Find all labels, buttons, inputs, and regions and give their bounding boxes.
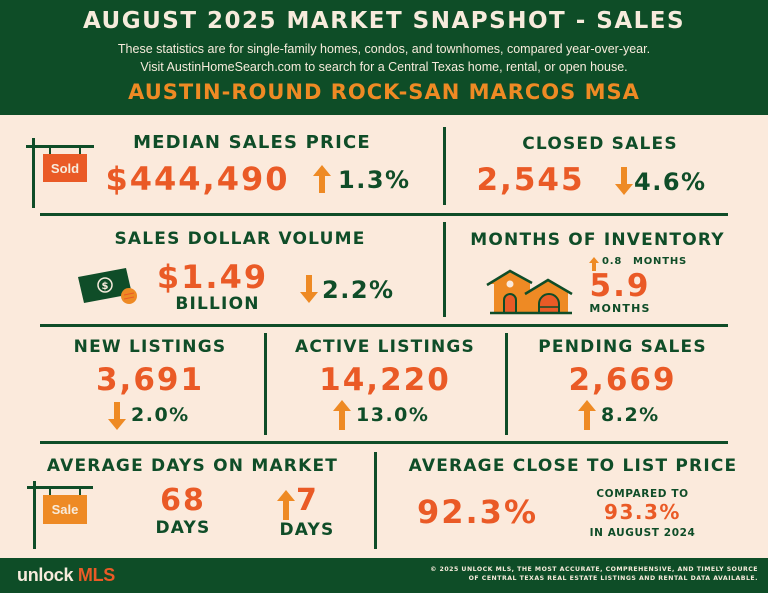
pending-sales-value: 2,669: [568, 362, 677, 398]
arrow-up-icon: [333, 400, 351, 430]
divider-row3: [40, 441, 728, 444]
active-listings-value: 14,220: [319, 362, 451, 398]
divider-row2: [40, 324, 728, 327]
active-listings-change: 13.0%: [356, 404, 430, 426]
subtitle-line-2: Visit AustinHomeSearch.com to search for…: [140, 60, 628, 74]
sale-sign-icon: [27, 481, 93, 549]
active-listings-label: ACTIVE LISTINGS: [295, 337, 475, 357]
median-sales-price-label: MEDIAN SALES PRICE: [133, 132, 371, 153]
median-sales-price-change: 1.3%: [338, 166, 411, 194]
median-sales-price-value: $444,490: [105, 160, 290, 198]
average-close-to-list-value: 92.3%: [416, 493, 538, 531]
logo-word-unlock: unlock: [17, 565, 74, 585]
sales-dollar-volume-label: SALES DOLLAR VOLUME: [114, 229, 366, 249]
compared-value: 93.3%: [604, 500, 681, 524]
closed-sales-change: 4.6%: [634, 168, 707, 196]
arrow-up-icon: [313, 165, 331, 193]
unlock-mls-logo: unlock MLS: [17, 565, 115, 586]
divider-col-row2: [443, 222, 446, 317]
copyright-text: © 2025 UNLOCK MLS, THE MOST ACCURATE, CO…: [430, 565, 758, 583]
new-listings-change: 2.0%: [131, 404, 190, 426]
average-days-on-market-change-unit: DAYS: [279, 520, 335, 540]
sales-dollar-volume-value: $1.49: [156, 258, 269, 296]
logo-word-mls: MLS: [77, 565, 116, 585]
arrow-down-icon: [615, 167, 633, 195]
closed-sales-label: CLOSED SALES: [522, 134, 678, 154]
average-days-on-market-label: AVERAGE DAYS ON MARKET: [46, 456, 339, 476]
arrow-up-icon: [277, 490, 295, 520]
arrow-down-icon: [300, 275, 318, 303]
copyright-line-2: OF CENTRAL TEXAS REAL ESTATE LISTINGS AN…: [468, 575, 758, 582]
average-days-on-market-unit: DAYS: [155, 518, 211, 538]
divider-col-row3a: [264, 333, 267, 435]
sale-sign-text: Sale: [51, 502, 79, 517]
divider-row1: [40, 213, 728, 216]
divider-col-row1: [443, 127, 446, 205]
months-of-inventory-change-unit: MONTHS: [633, 256, 688, 267]
svg-text:$: $: [102, 281, 109, 292]
house-icon: [486, 269, 573, 315]
months-of-inventory-label: MONTHS OF INVENTORY: [470, 230, 725, 250]
divider-col-row3b: [505, 333, 508, 435]
sales-dollar-volume-change: 2.2%: [322, 276, 395, 304]
subtitle-line-1: These statistics are for single-family h…: [117, 42, 651, 56]
money-icon: $: [78, 268, 137, 304]
months-of-inventory-value: 5.9: [589, 268, 651, 304]
arrow-up-icon: [589, 257, 599, 271]
months-of-inventory-unit: MONTHS: [589, 302, 651, 315]
footer-banner: unlock MLS © 2025 UNLOCK MLS, THE MOST A…: [0, 558, 768, 593]
new-listings-label: NEW LISTINGS: [73, 337, 227, 357]
arrow-down-icon: [108, 402, 126, 430]
sold-sign-text: Sold: [50, 161, 80, 176]
page-title: AUGUST 2025 MARKET SNAPSHOT - SALES: [82, 8, 686, 34]
compared-to-label: COMPARED TO: [596, 488, 689, 500]
average-close-to-list-label: AVERAGE CLOSE TO LIST PRICE: [408, 456, 738, 476]
sales-dollar-volume-unit: BILLION: [175, 294, 260, 314]
copyright-line-1: © 2025 UNLOCK MLS, THE MOST ACCURATE, CO…: [430, 566, 758, 573]
new-listings-value: 3,691: [95, 362, 205, 398]
pending-sales-change: 8.2%: [601, 404, 660, 426]
average-days-on-market-change: 7: [296, 483, 319, 518]
region-title: AUSTIN-ROUND ROCK-SAN MARCOS MSA: [128, 80, 640, 104]
months-of-inventory-change: 0.8: [602, 256, 623, 267]
sold-sign-icon: [26, 138, 94, 208]
compared-period: IN AUGUST 2024: [589, 527, 696, 539]
divider-col-row4: [374, 452, 377, 549]
closed-sales-value: 2,545: [476, 162, 585, 198]
average-days-on-market-value: 68: [160, 483, 206, 518]
pending-sales-label: PENDING SALES: [538, 337, 707, 357]
header-banner: AUGUST 2025 MARKET SNAPSHOT - SALES Thes…: [0, 0, 768, 115]
arrow-up-icon: [578, 400, 596, 430]
